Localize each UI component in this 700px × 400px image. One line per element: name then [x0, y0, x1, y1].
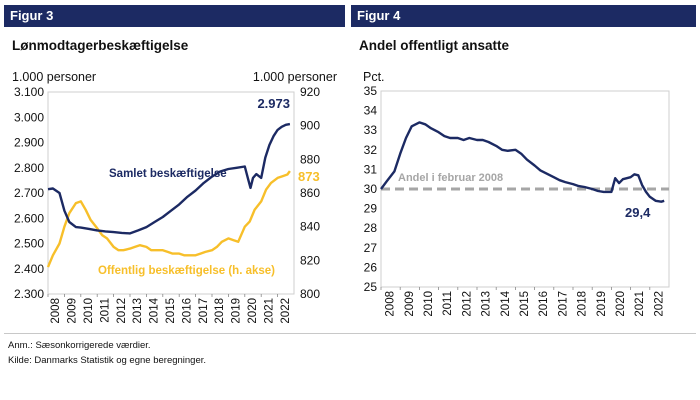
figure-3-label: Figur 3	[4, 5, 345, 27]
x-tick-label: 2017	[557, 291, 569, 317]
y-tick-label: 33	[364, 123, 378, 137]
y-tick-label: 25	[364, 280, 378, 294]
left-axis-unit: 1.000 personer	[12, 70, 96, 84]
x-tick-label: 2021	[263, 298, 275, 324]
y-right-tick-label: 840	[300, 220, 320, 234]
x-tick-label: 2017	[198, 298, 210, 324]
y-right-tick-label: 860	[300, 186, 320, 200]
public-employment-line	[46, 170, 291, 268]
chart-note: Anm.: Sæsonkorrigerede værdier.	[8, 340, 151, 351]
x-tick-label: 2020	[615, 291, 627, 317]
y-axis-unit: Pct.	[363, 70, 385, 84]
footnote-divider	[4, 333, 696, 334]
y-tick-label: 30	[364, 182, 378, 196]
total-employment-end-value: 2.973	[257, 96, 290, 111]
y-right-tick-label: 800	[300, 287, 320, 301]
public-employment-label: Offentlig beskæftigelse (h. akse)	[98, 265, 275, 277]
y-tick-label: 28	[364, 221, 378, 235]
x-tick-label: 2009	[67, 298, 79, 324]
y-right-tick-label: 880	[300, 152, 320, 166]
x-tick-label: 2010	[423, 291, 435, 317]
x-tick-label: 2012	[461, 291, 473, 317]
x-tick-label: 2012	[116, 298, 128, 324]
x-tick-label: 2022	[280, 298, 292, 324]
total-employment-label: Samlet beskæftigelse	[109, 168, 227, 180]
x-tick-label: 2018	[577, 291, 589, 317]
y-left-tick-label: 3.100	[14, 85, 44, 99]
y-left-tick-label: 2.800	[14, 161, 44, 175]
x-tick-label: 2011	[442, 291, 454, 316]
y-left-tick-label: 2.300	[14, 287, 44, 301]
y-left-tick-label: 2.600	[14, 211, 44, 225]
y-tick-label: 26	[364, 260, 378, 274]
y-tick-label: 32	[364, 143, 378, 157]
public-share-end-value: 29,4	[625, 205, 651, 220]
y-left-tick-label: 2.700	[14, 186, 44, 200]
y-left-tick-label: 2.500	[14, 237, 44, 251]
x-tick-label: 2014	[500, 290, 512, 316]
x-tick-label: 2015	[519, 291, 531, 317]
x-tick-label: 2013	[481, 291, 493, 317]
x-tick-label: 2016	[538, 291, 550, 317]
figure-4-title: Andel offentligt ansatte	[359, 38, 510, 53]
x-tick-label: 2011	[99, 298, 111, 323]
chart-source: Kilde: Danmarks Statistik og egne beregn…	[8, 355, 207, 366]
x-tick-label: 2015	[165, 298, 177, 324]
figure-4-label: Figur 4	[351, 5, 696, 27]
reference-line-label: Andel i februar 2008	[398, 172, 503, 184]
x-tick-label: 2016	[181, 298, 193, 324]
x-tick-label: 2009	[404, 291, 416, 317]
y-tick-label: 31	[364, 162, 378, 176]
public-employment-end-value: 873	[298, 169, 320, 184]
x-tick-label: 2022	[653, 291, 665, 317]
employment-chart: 1.000 personer 1.000 personer 2.300 2.400 2.…	[12, 70, 337, 324]
y-tick-label: 35	[364, 84, 378, 98]
public-share-chart: Pct. 25 26 27 28 29 30 31 32 33 34 35 2008 2009 2010 20…	[363, 70, 670, 317]
y-right-tick-label: 900	[300, 119, 320, 133]
y-tick-label: 34	[364, 104, 378, 118]
y-right-tick-label: 920	[300, 85, 320, 99]
y-right-tick-label: 820	[300, 253, 320, 267]
right-axis-unit: 1.000 personer	[253, 70, 337, 84]
figure-3-panel: Figur 3 Lønmodtagerbeskæftigelse 1.000 p…	[4, 5, 345, 325]
x-tick-label: 2013	[132, 298, 144, 324]
x-tick-label: 2008	[385, 291, 397, 317]
x-tick-label: 2019	[596, 291, 608, 317]
y-left-tick-label: 2.900	[14, 136, 44, 150]
plot-frame	[47, 91, 295, 295]
total-employment-line	[47, 122, 291, 235]
y-left-tick-label: 3.000	[14, 110, 44, 124]
figure-4-panel: Figur 4 Andel offentligt ansatte Pct. 25 2…	[351, 5, 696, 325]
x-tick-label: 2021	[634, 291, 646, 317]
x-tick-label: 2014	[149, 297, 161, 323]
y-tick-label: 29	[364, 202, 378, 216]
x-tick-label: 2018	[214, 298, 226, 324]
y-tick-label: 27	[364, 241, 378, 255]
x-tick-label: 2020	[247, 298, 259, 324]
x-tick-label: 2008	[50, 298, 62, 324]
y-left-tick-label: 2.400	[14, 262, 44, 276]
public-share-line	[380, 121, 665, 203]
figure-3-title: Lønmodtagerbeskæftigelse	[12, 38, 189, 53]
x-tick-label: 2010	[83, 298, 95, 324]
x-tick-label: 2019	[231, 298, 243, 324]
